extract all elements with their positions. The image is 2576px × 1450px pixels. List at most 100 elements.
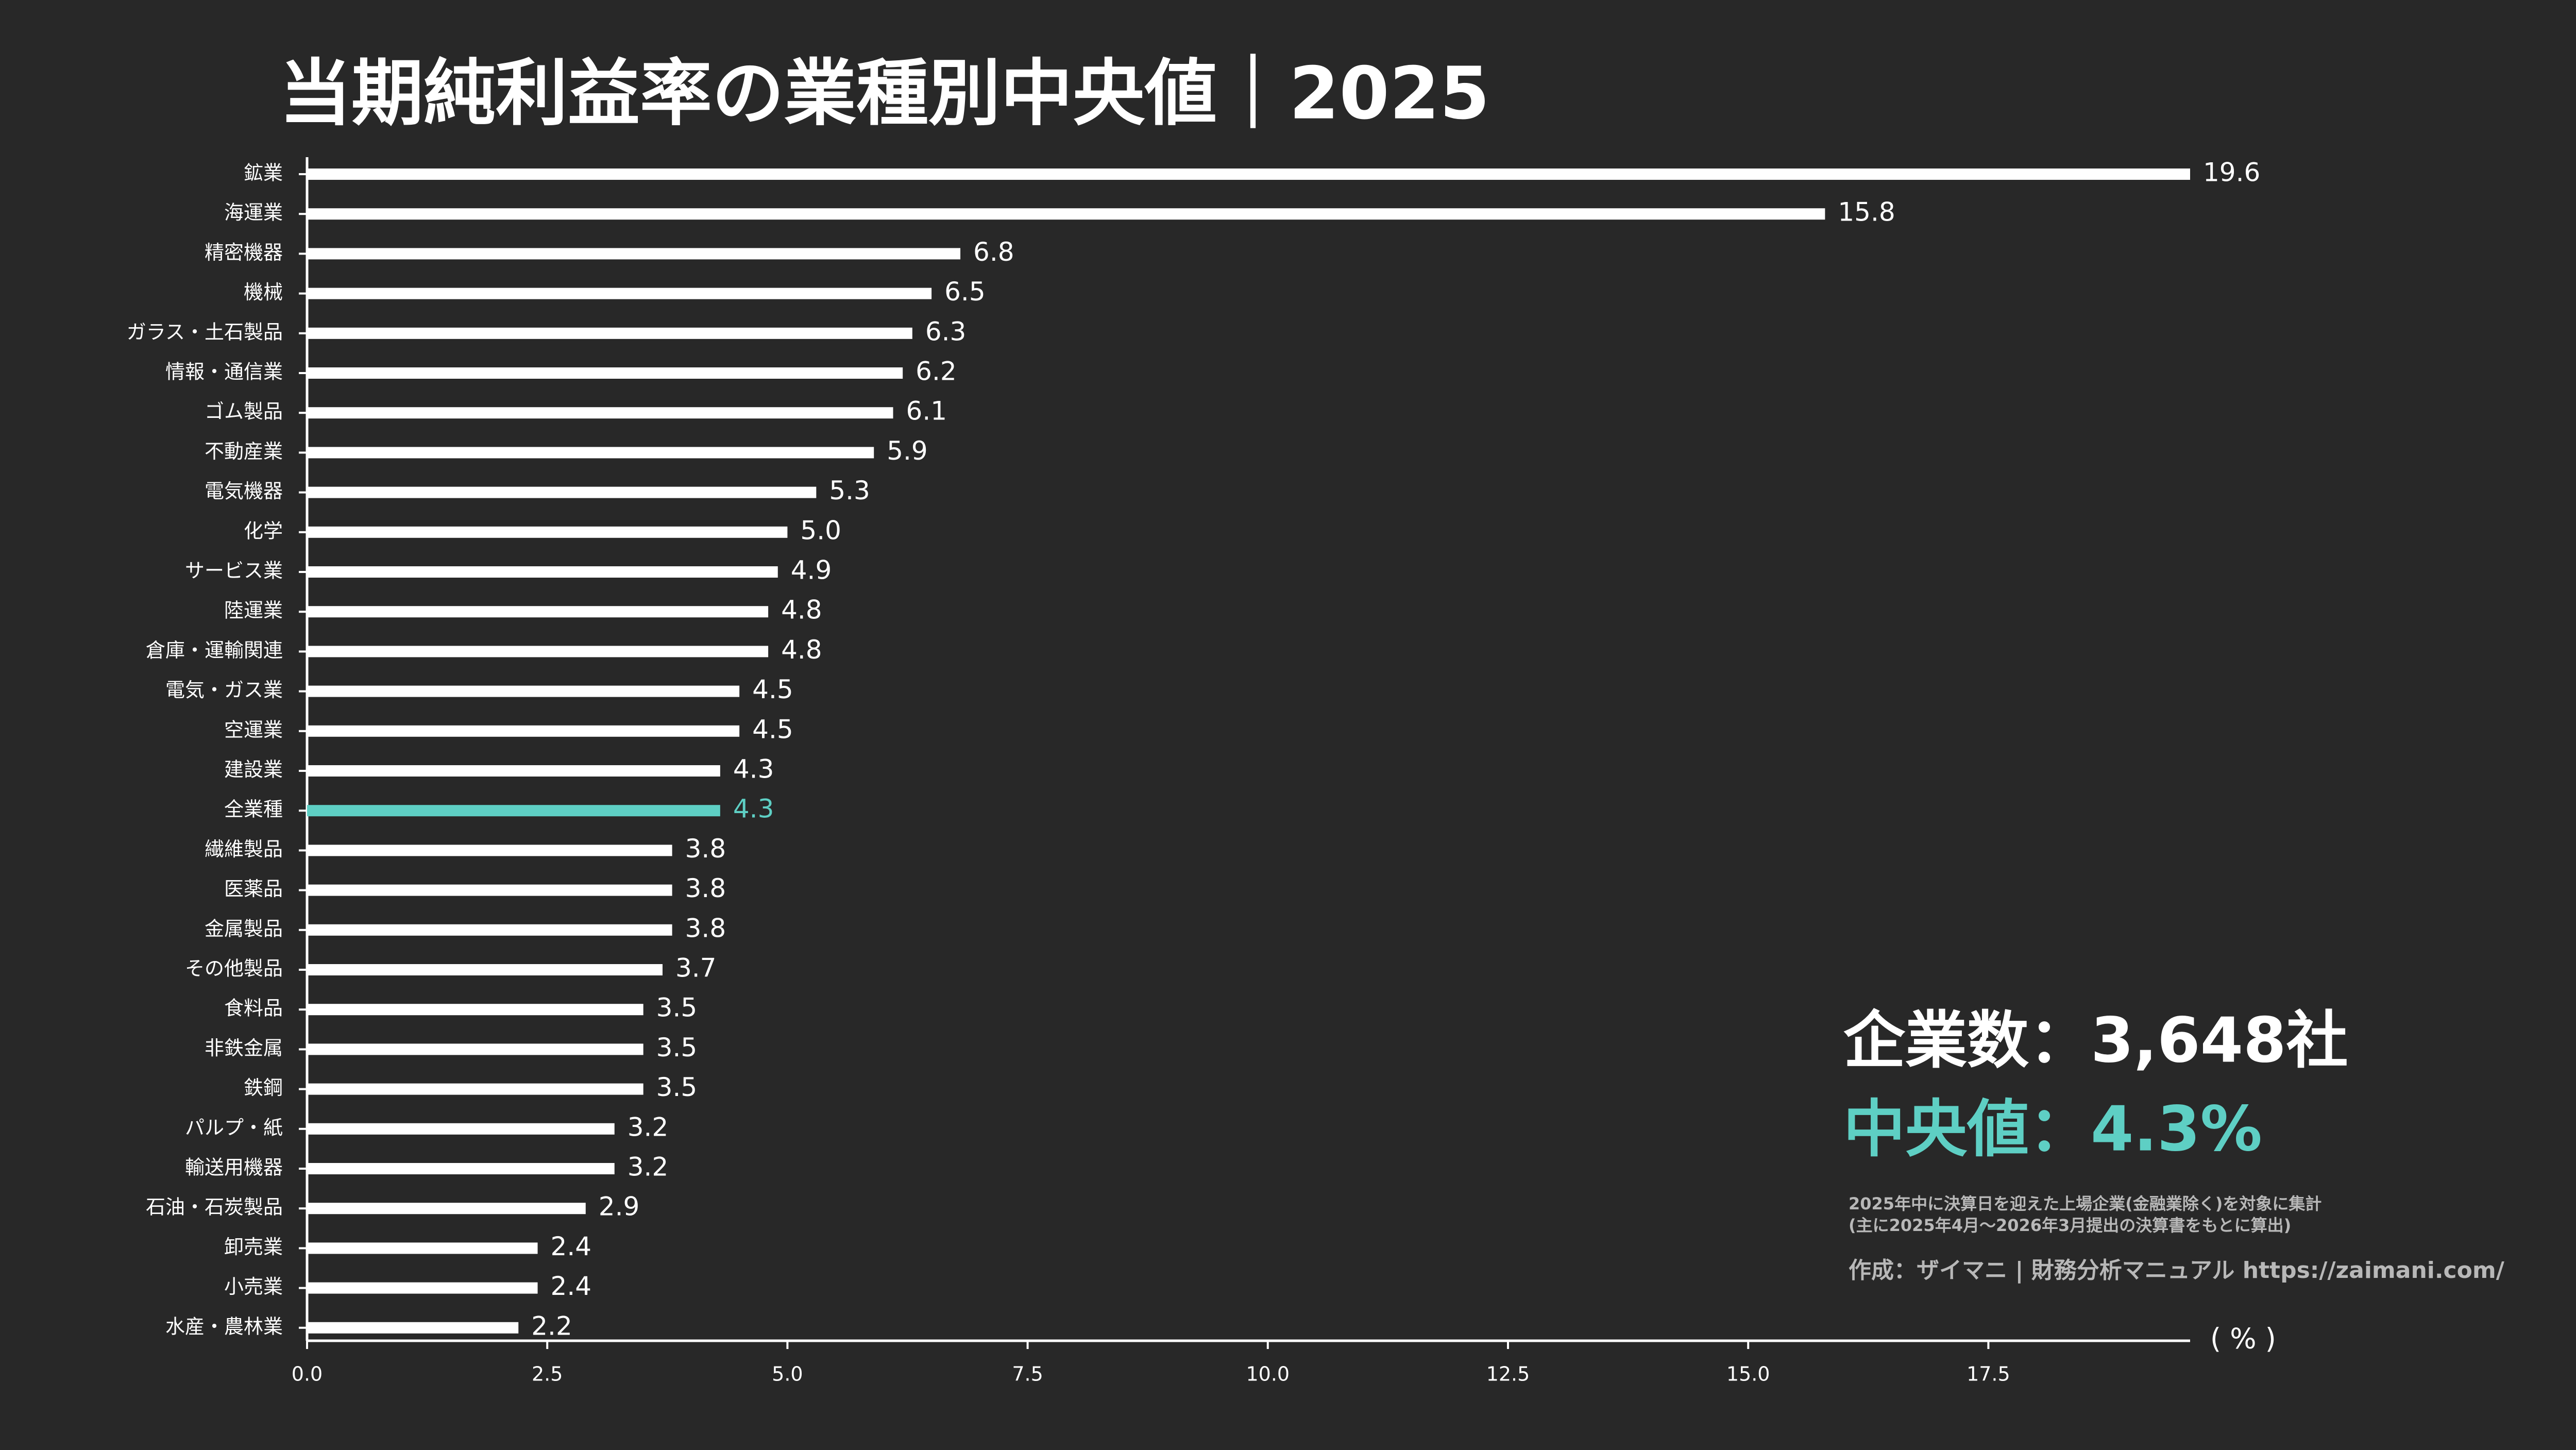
value-label: 3.5 [656, 1072, 698, 1102]
value-label: 2.2 [531, 1311, 572, 1341]
bar [307, 447, 874, 459]
value-label: 4.3 [733, 754, 774, 784]
value-label: 3.7 [675, 953, 717, 983]
y-tick-label: 石油・石炭製品 [146, 1196, 283, 1219]
x-tick-label: 17.5 [1967, 1363, 2010, 1386]
value-label: 4.9 [791, 555, 832, 585]
value-label: 2.9 [599, 1192, 640, 1222]
bar [307, 486, 817, 498]
bar [307, 725, 740, 737]
bar [307, 526, 788, 538]
bar [307, 805, 720, 817]
credit: 作成：ザイマニ | 財務分析マニュアル https://zaimani.com/ [1849, 1257, 2505, 1284]
y-tick-label: 鉄鋼 [244, 1076, 283, 1099]
bar [307, 924, 672, 936]
bar [307, 248, 961, 260]
x-tick-label: 0.0 [292, 1363, 323, 1386]
y-tick-label: 機械 [244, 281, 283, 304]
bar [307, 1242, 538, 1254]
y-tick-label: 全業種 [224, 798, 283, 821]
y-tick-label: ガラス・土石製品 [127, 321, 283, 343]
value-label: 4.8 [781, 635, 822, 665]
bar [307, 964, 663, 975]
bar [307, 884, 672, 896]
x-tick-label: 2.5 [532, 1363, 563, 1386]
value-label: 6.8 [973, 237, 1014, 267]
value-label: 3.8 [685, 873, 726, 903]
value-label: 4.3 [733, 794, 774, 824]
note: 2025年中に決算日を迎えた上場企業(金融業除く)を対象に集計 [1849, 1194, 2321, 1213]
y-tick-label: その他製品 [185, 957, 283, 980]
y-tick-label: 情報・通信業 [165, 361, 283, 383]
y-tick-label: 精密機器 [205, 241, 283, 264]
y-tick-label: 卸売業 [224, 1236, 283, 1258]
bar [307, 566, 778, 578]
y-tick-label: 電気機器 [205, 480, 283, 502]
bar [307, 327, 912, 339]
bar [307, 1203, 586, 1215]
bar [307, 1322, 519, 1334]
y-tick-label: 医薬品 [224, 878, 283, 900]
y-tick-label: 倉庫・運輸関連 [146, 639, 283, 662]
value-label: 6.1 [906, 396, 947, 426]
x-tick-label: 5.0 [772, 1363, 803, 1386]
x-tick-label: 7.5 [1012, 1363, 1043, 1386]
y-tick-label: パルプ・紙 [185, 1116, 283, 1139]
value-label: 5.9 [887, 436, 928, 466]
value-label: 5.0 [800, 515, 841, 545]
bar [307, 168, 2190, 180]
y-tick-label: 鉱業 [244, 162, 283, 184]
value-label: 3.5 [656, 1033, 698, 1063]
median-note: 中央値：4.3% [1843, 1094, 2262, 1166]
bar [307, 1282, 538, 1294]
bar [307, 1004, 643, 1016]
value-label: 6.2 [916, 357, 957, 386]
y-tick-label: 電気・ガス業 [165, 679, 283, 701]
x-tick-label: 10.0 [1246, 1363, 1290, 1386]
y-tick-label: 非鉄金属 [205, 1037, 283, 1059]
chart-title: 当期純利益率の業種別中央値｜2025 [279, 52, 1490, 136]
bar [307, 646, 769, 657]
y-tick-label: 化学 [244, 519, 283, 542]
y-tick-label: 空運業 [224, 718, 283, 741]
y-tick-label: 不動産業 [205, 440, 283, 463]
y-tick-label: 輸送用機器 [185, 1156, 283, 1179]
y-tick-label: 食料品 [224, 997, 283, 1020]
value-label: 19.6 [2203, 158, 2260, 188]
value-label: 6.5 [944, 277, 986, 307]
y-tick-label: 繊維製品 [205, 838, 283, 861]
value-label: 4.5 [752, 714, 793, 744]
value-label: 3.8 [685, 913, 726, 943]
bar [307, 367, 903, 379]
bar [307, 606, 769, 618]
y-tick-label: ゴム製品 [205, 400, 283, 423]
value-label: 6.3 [925, 316, 967, 346]
bar [307, 407, 893, 419]
y-tick-label: 陸運業 [224, 599, 283, 622]
value-label: 3.2 [628, 1112, 669, 1142]
bar [307, 1163, 615, 1174]
value-label: 15.8 [1838, 197, 1895, 227]
bar [307, 685, 740, 697]
y-tick-label: 小売業 [224, 1275, 283, 1298]
value-label: 3.2 [628, 1152, 669, 1182]
y-tick-label: 建設業 [224, 758, 283, 781]
bar [307, 1083, 643, 1095]
y-tick-label: サービス業 [185, 560, 283, 582]
value-label: 4.5 [752, 675, 793, 704]
y-tick-label: 金属製品 [205, 917, 283, 940]
value-label: 3.5 [656, 993, 698, 1023]
company-count: 企業数：3,648社 [1843, 1005, 2348, 1077]
bar [307, 765, 720, 777]
value-label: 2.4 [551, 1232, 592, 1261]
value-label: 4.8 [781, 595, 822, 625]
y-tick-label: 水産・農林業 [165, 1315, 283, 1338]
bar [307, 1043, 643, 1055]
y-tick-label: 海運業 [224, 201, 283, 224]
x-tick-label: 15.0 [1726, 1363, 1770, 1386]
bar [307, 845, 672, 856]
bar [307, 1123, 615, 1135]
value-label: 2.4 [551, 1271, 592, 1301]
x-tick-label: 12.5 [1486, 1363, 1530, 1386]
